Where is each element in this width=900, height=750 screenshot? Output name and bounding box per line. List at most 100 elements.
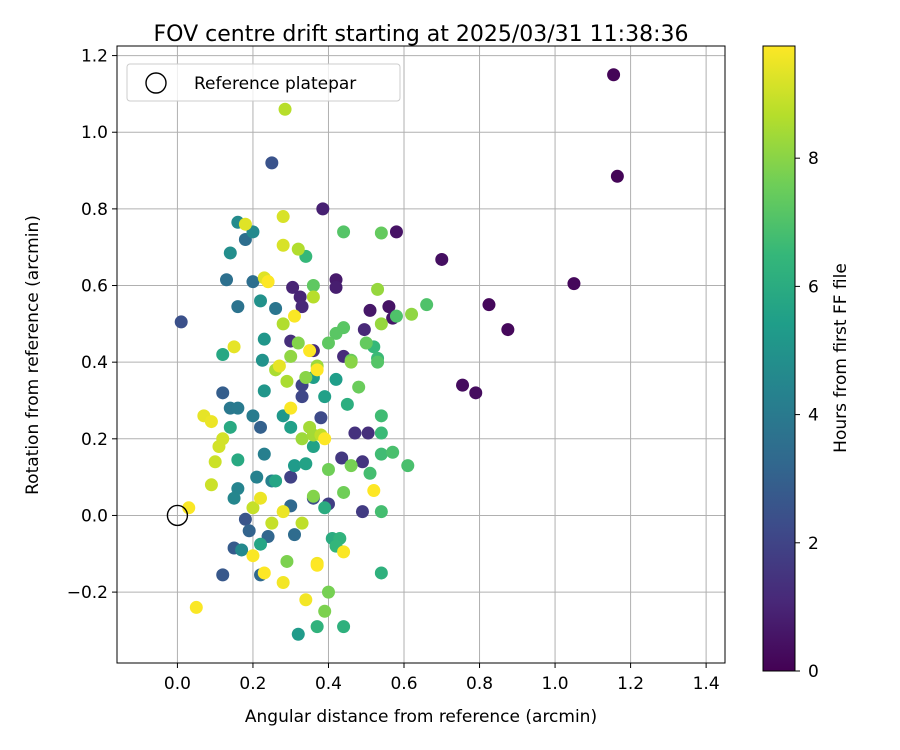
data-point: [223, 246, 237, 260]
data-point: [299, 457, 313, 471]
data-point: [257, 447, 271, 461]
colorbar-tick-label: 8: [808, 149, 819, 169]
y-axis-label: Rotation from reference (arcmin): [23, 215, 43, 495]
y-tick-label: 1.0: [81, 123, 108, 143]
data-point: [287, 459, 301, 473]
data-point: [235, 543, 249, 557]
data-point: [261, 275, 275, 289]
data-point: [295, 390, 309, 404]
data-point: [567, 277, 581, 291]
data-point: [276, 317, 290, 331]
data-point: [348, 426, 362, 440]
data-point: [276, 505, 290, 519]
y-tick-label: 0.6: [81, 277, 108, 297]
data-point: [306, 279, 320, 293]
data-point: [382, 300, 396, 314]
data-point: [204, 478, 218, 492]
colorbar-tick-label: 2: [808, 534, 819, 554]
data-point: [610, 169, 624, 183]
data-point: [291, 627, 305, 641]
data-point: [321, 585, 335, 599]
data-point: [220, 273, 234, 287]
data-point: [363, 466, 377, 480]
data-point: [284, 349, 298, 363]
data-point: [405, 307, 419, 321]
data-point: [280, 554, 294, 568]
data-point: [227, 491, 241, 505]
data-point: [204, 415, 218, 429]
colorbar-tick-label: 4: [808, 406, 819, 426]
data-point: [363, 303, 377, 317]
data-point: [246, 275, 260, 289]
colorbar-label: Hours from first FF file: [831, 263, 851, 453]
data-point: [389, 225, 403, 239]
data-point: [361, 426, 375, 440]
data-point: [329, 372, 343, 386]
data-point: [276, 238, 290, 252]
data-point: [337, 225, 351, 239]
colorbar-tick-label: 0: [808, 662, 819, 682]
x-tick-label: 0.8: [466, 674, 493, 694]
data-point: [329, 280, 343, 294]
data-point: [284, 420, 298, 434]
y-tick-label: 0.0: [81, 506, 108, 526]
data-point: [216, 568, 230, 582]
data-point: [246, 409, 260, 423]
data-point: [265, 516, 279, 530]
data-point: [189, 600, 203, 614]
data-point: [340, 397, 354, 411]
colorbar: [762, 45, 796, 672]
data-point: [278, 102, 292, 116]
legend: Reference platepar: [126, 63, 401, 102]
data-point: [269, 474, 283, 488]
data-point: [287, 309, 301, 323]
data-point: [456, 378, 470, 392]
data-point: [344, 355, 358, 369]
data-point: [280, 374, 294, 388]
data-point: [367, 484, 381, 498]
data-point: [287, 528, 301, 542]
data-point: [284, 470, 298, 484]
data-point: [401, 459, 415, 473]
data-point: [352, 380, 366, 394]
data-point: [231, 401, 245, 415]
data-point: [374, 566, 388, 580]
data-point: [335, 451, 349, 465]
data-point: [174, 315, 188, 329]
data-point: [344, 459, 358, 473]
x-axis-label: Angular distance from reference (arcmin): [245, 707, 597, 727]
data-point: [295, 300, 309, 314]
data-point: [216, 348, 230, 361]
data-point: [295, 516, 309, 530]
y-tick-label: 0.8: [81, 200, 108, 220]
data-point: [269, 302, 283, 316]
data-point: [318, 501, 332, 515]
data-point: [371, 282, 385, 296]
data-point: [374, 505, 388, 519]
legend-marker-icon: [145, 72, 167, 94]
data-point: [216, 386, 230, 400]
colorbar-ticks: 0 2 4 6 8: [795, 149, 819, 682]
data-point: [469, 386, 483, 400]
data-point: [216, 432, 230, 446]
data-point: [208, 455, 222, 469]
data-point: [501, 323, 515, 337]
data-point: [257, 384, 271, 398]
plot-frame: [116, 45, 726, 664]
data-point: [329, 326, 343, 340]
data-point: [371, 355, 385, 369]
legend-box: [126, 63, 401, 102]
x-tick-label: 0.6: [390, 674, 417, 694]
data-point: [238, 512, 252, 526]
data-point: [182, 501, 196, 515]
data-point: [227, 340, 241, 354]
data-point: [386, 445, 400, 459]
grid-lines: [117, 46, 725, 663]
data-point: [246, 501, 260, 515]
x-tick-label: 0.0: [164, 674, 191, 694]
data-point: [374, 409, 388, 423]
data-point: [355, 505, 369, 519]
data-point: [389, 309, 403, 323]
data-point: [254, 420, 268, 434]
